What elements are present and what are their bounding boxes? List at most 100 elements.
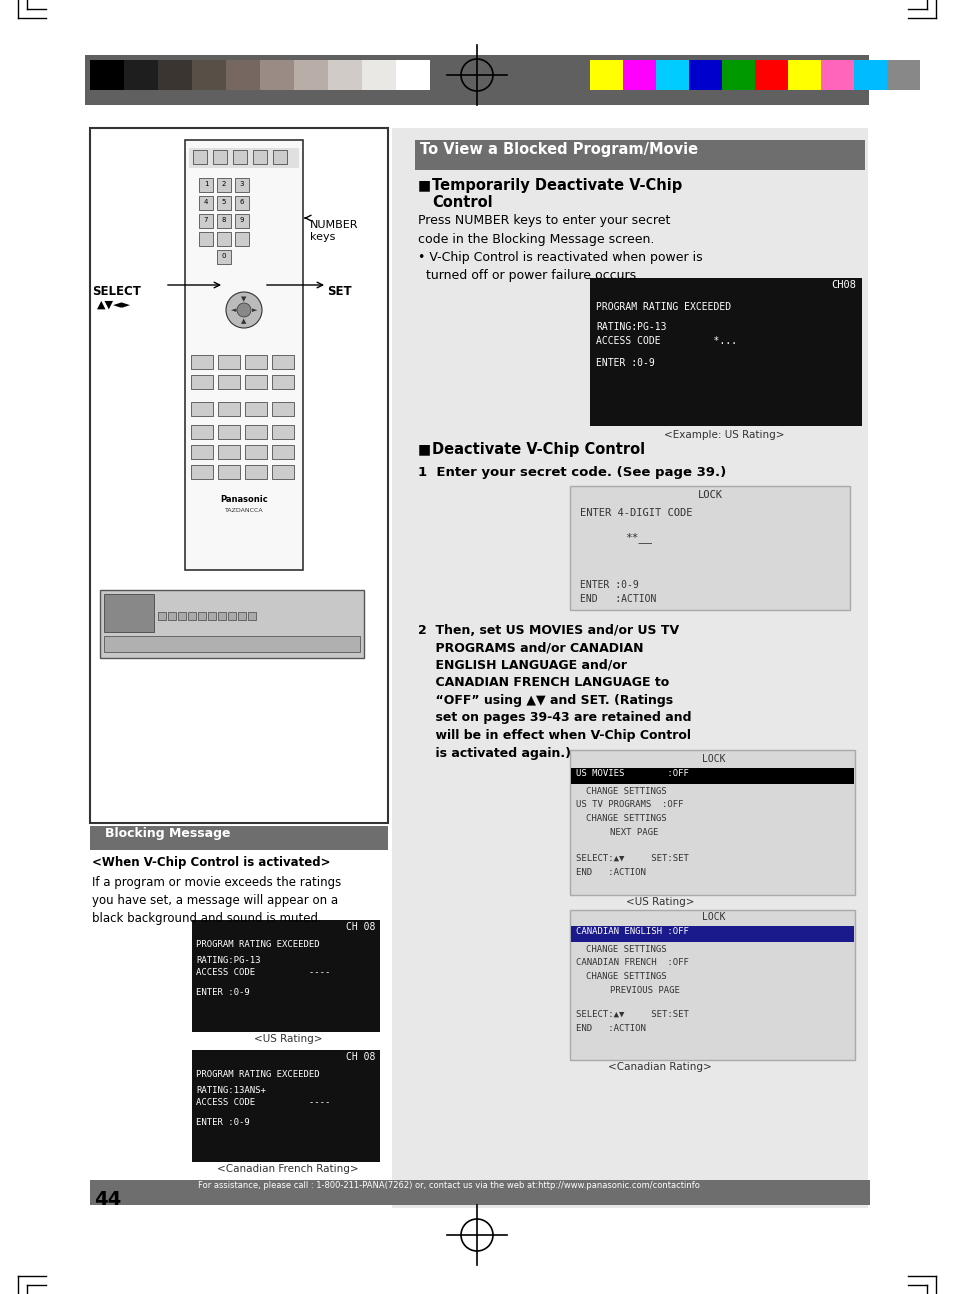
Text: 2: 2 [222, 181, 226, 188]
Text: END   :ACTION: END :ACTION [576, 868, 645, 877]
Text: <Canadian French Rating>: <Canadian French Rating> [217, 1165, 358, 1174]
Bar [234, 214, 249, 228]
Text: NUMBER
keys: NUMBER keys [310, 220, 358, 242]
Text: CHANGE SETTINGS: CHANGE SETTINGS [585, 972, 666, 981]
Bar [191, 445, 213, 459]
Bar [191, 465, 213, 479]
Bar [272, 465, 294, 479]
Bar [656, 60, 688, 91]
Text: ►: ► [252, 307, 257, 313]
Bar [237, 612, 246, 620]
Bar [199, 195, 213, 210]
Bar [208, 612, 215, 620]
Text: ◄: ◄ [231, 307, 235, 313]
Bar [189, 148, 298, 168]
Bar [192, 1049, 379, 1162]
Bar [721, 60, 754, 91]
Bar [853, 60, 886, 91]
Text: LOCK: LOCK [701, 912, 725, 923]
Bar [192, 920, 379, 1033]
Text: LOCK: LOCK [697, 490, 721, 499]
Bar [328, 60, 361, 91]
Text: 9: 9 [239, 217, 244, 223]
Bar [245, 402, 267, 415]
Bar [245, 375, 267, 389]
Text: CANADIAN FRENCH  :OFF: CANADIAN FRENCH :OFF [576, 958, 688, 967]
Bar [191, 355, 213, 369]
Bar [104, 635, 359, 652]
Bar [191, 375, 213, 389]
Bar [245, 424, 267, 439]
Text: Blocking Message: Blocking Message [105, 827, 231, 840]
Bar [216, 232, 231, 246]
Text: CH08: CH08 [830, 280, 855, 290]
Text: END   :ACTION: END :ACTION [579, 594, 656, 604]
Text: NEXT PAGE: NEXT PAGE [609, 828, 658, 837]
Bar [272, 375, 294, 389]
Text: RATING:PG-13: RATING:PG-13 [596, 322, 666, 333]
Bar [234, 232, 249, 246]
Bar [218, 445, 240, 459]
Bar [589, 278, 862, 426]
Bar [216, 214, 231, 228]
Bar [622, 60, 656, 91]
Text: LOCK: LOCK [701, 754, 725, 763]
Text: ENTER :0-9: ENTER :0-9 [596, 358, 654, 367]
Bar [226, 60, 260, 91]
Text: CH 08: CH 08 [345, 1052, 375, 1062]
Bar [192, 60, 226, 91]
Text: 7: 7 [204, 217, 208, 223]
Bar [228, 612, 235, 620]
Text: ACCESS CODE         *...: ACCESS CODE *... [596, 336, 737, 345]
Text: **__: **__ [624, 532, 651, 543]
Bar [361, 60, 395, 91]
Text: RATING:13ANS+: RATING:13ANS+ [195, 1086, 266, 1095]
Bar [191, 424, 213, 439]
Text: ACCESS CODE          ----: ACCESS CODE ---- [195, 1099, 330, 1106]
Text: ▲: ▲ [241, 318, 247, 324]
Text: ENTER :0-9: ENTER :0-9 [195, 1118, 250, 1127]
Bar [199, 214, 213, 228]
Circle shape [236, 303, 251, 317]
Bar [218, 612, 226, 620]
Bar [218, 402, 240, 415]
Bar [199, 232, 213, 246]
Text: US MOVIES        :OFF: US MOVIES :OFF [576, 769, 688, 778]
Text: SET: SET [327, 285, 352, 298]
Text: PROGRAM RATING EXCEEDED: PROGRAM RATING EXCEEDED [195, 1070, 319, 1079]
Bar [273, 150, 287, 164]
Text: Panasonic: Panasonic [220, 496, 268, 503]
Text: <US Rating>: <US Rating> [253, 1034, 322, 1044]
Text: 1: 1 [204, 181, 208, 188]
Bar [233, 150, 247, 164]
Bar [90, 128, 388, 823]
Bar [191, 402, 213, 415]
Bar [178, 612, 186, 620]
Bar [886, 60, 919, 91]
Bar [199, 179, 213, 192]
Bar [216, 179, 231, 192]
Text: CHANGE SETTINGS: CHANGE SETTINGS [585, 814, 666, 823]
Bar [90, 826, 388, 850]
Bar [415, 140, 864, 170]
Bar [754, 60, 787, 91]
Bar [589, 60, 622, 91]
Bar [100, 590, 364, 659]
Text: ▲▼◄►: ▲▼◄► [97, 300, 131, 311]
Bar [688, 60, 721, 91]
Bar [90, 60, 124, 91]
Bar [216, 250, 231, 264]
Text: ■: ■ [417, 443, 431, 455]
Bar [569, 751, 854, 895]
Bar [245, 355, 267, 369]
Text: To View a Blocked Program/Movie: To View a Blocked Program/Movie [419, 142, 698, 157]
Text: 2  Then, set US MOVIES and/or US TV
    PROGRAMS and/or CANADIAN
    ENGLISH LAN: 2 Then, set US MOVIES and/or US TV PROGR… [417, 624, 691, 760]
Text: TAZDANCCA: TAZDANCCA [225, 509, 263, 512]
Text: ■: ■ [417, 179, 431, 192]
Text: If a program or movie exceeds the ratings
you have set, a message will appear on: If a program or movie exceeds the rating… [91, 876, 341, 925]
Text: END   :ACTION: END :ACTION [576, 1024, 645, 1033]
Text: <Canadian Rating>: <Canadian Rating> [607, 1062, 711, 1071]
Text: CANADIAN ENGLISH :OFF: CANADIAN ENGLISH :OFF [576, 927, 688, 936]
Text: Deactivate V-Chip Control: Deactivate V-Chip Control [432, 443, 644, 457]
Text: 1  Enter your secret code. (See page 39.): 1 Enter your secret code. (See page 39.) [417, 466, 725, 479]
